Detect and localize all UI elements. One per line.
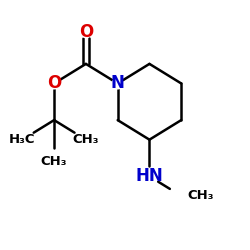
Ellipse shape <box>168 190 194 201</box>
Text: O: O <box>47 74 61 92</box>
Ellipse shape <box>80 27 91 38</box>
Ellipse shape <box>49 78 60 89</box>
Ellipse shape <box>112 78 123 89</box>
Text: CH₃: CH₃ <box>73 133 99 146</box>
Text: H₃C: H₃C <box>9 133 36 146</box>
Text: HN: HN <box>136 167 163 185</box>
Ellipse shape <box>140 170 159 182</box>
Text: CH₃: CH₃ <box>41 155 67 168</box>
Text: N: N <box>111 74 124 92</box>
Text: O: O <box>79 23 93 41</box>
Text: CH₃: CH₃ <box>188 190 214 202</box>
Ellipse shape <box>73 134 98 145</box>
Ellipse shape <box>42 156 67 167</box>
Ellipse shape <box>10 134 35 145</box>
